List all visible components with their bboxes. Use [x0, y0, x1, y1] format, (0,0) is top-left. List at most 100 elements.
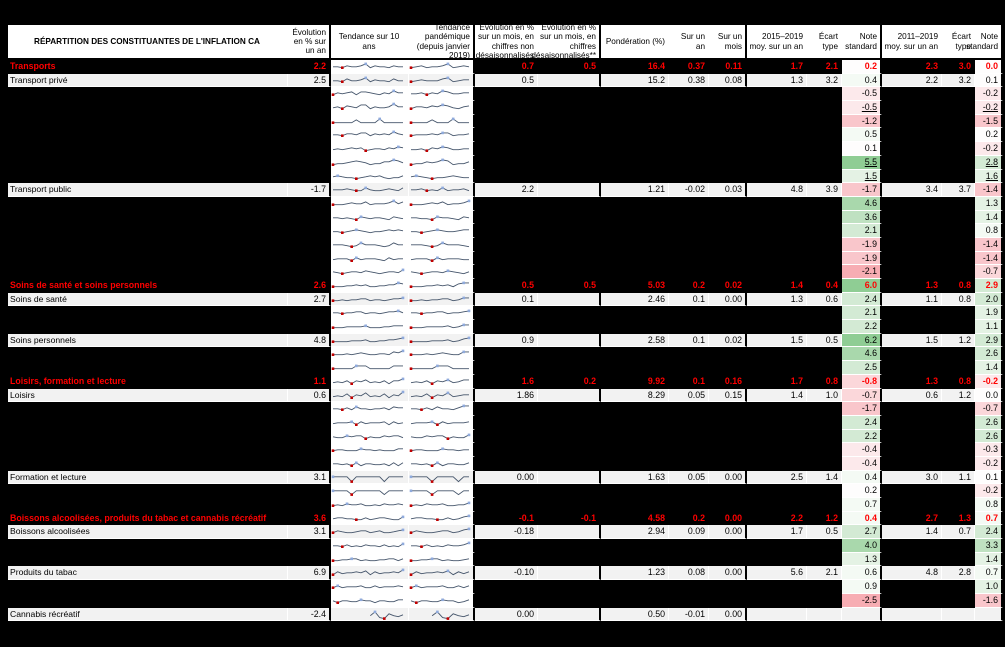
cell-s11[interactable]: [942, 456, 975, 471]
sparkline-pandemic[interactable]: [409, 552, 475, 567]
cell-note-standard[interactable]: 2.5: [842, 361, 882, 375]
cell-label[interactable]: Boissons alcoolisées: [8, 525, 288, 540]
cell-note-standard[interactable]: 0.8: [975, 498, 1003, 512]
cell-note-standard[interactable]: -1.4: [975, 237, 1003, 252]
cell-note-standard[interactable]: 0.0: [975, 60, 1003, 74]
cell-po[interactable]: [601, 539, 669, 553]
cell-a11[interactable]: [882, 224, 942, 238]
cell-mn[interactable]: [475, 443, 538, 457]
cell-m1[interactable]: [709, 402, 747, 416]
column-header-evo[interactable]: Évolution en % sur un an: [288, 25, 331, 58]
cell-note-standard[interactable]: -0.2: [975, 101, 1003, 115]
cell-mn[interactable]: -0.1: [475, 511, 538, 526]
cell-y1[interactable]: 0.09: [669, 525, 709, 540]
cell-note-standard[interactable]: 1.4: [975, 210, 1003, 225]
cell-s11[interactable]: 3.0: [942, 60, 975, 74]
sparkline-10yr[interactable]: [331, 114, 409, 129]
cell-label[interactable]: Transports: [8, 60, 288, 74]
cell-a11[interactable]: [882, 552, 942, 567]
cell-note-standard[interactable]: 0.9: [842, 580, 882, 594]
cell-m1[interactable]: [709, 484, 747, 498]
cell-a15[interactable]: [747, 196, 807, 211]
cell-a15[interactable]: 1.3: [747, 73, 807, 88]
cell-evo[interactable]: -2.4: [288, 607, 331, 622]
cell-po[interactable]: [601, 429, 669, 444]
cell-ms[interactable]: [538, 443, 601, 457]
sparkline-pandemic[interactable]: [409, 402, 475, 416]
sparkline-10yr[interactable]: [331, 607, 409, 622]
cell-note-standard[interactable]: [842, 607, 882, 622]
cell-ms[interactable]: [538, 237, 601, 252]
cell-s15[interactable]: 1.0: [807, 388, 842, 403]
cell-note-standard[interactable]: -0.2: [975, 142, 1003, 156]
cell-s11[interactable]: [942, 155, 975, 170]
cell-y1[interactable]: [669, 320, 709, 334]
sparkline-pandemic[interactable]: [409, 415, 475, 430]
cell-a15[interactable]: 1.4: [747, 279, 807, 293]
cell-label[interactable]: [8, 552, 288, 567]
cell-m1[interactable]: [709, 429, 747, 444]
cell-s15[interactable]: [807, 155, 842, 170]
cell-m1[interactable]: [709, 169, 747, 184]
sparkline-10yr[interactable]: [331, 101, 409, 115]
cell-a11[interactable]: [882, 361, 942, 375]
cell-label[interactable]: [8, 142, 288, 156]
cell-m1[interactable]: [709, 101, 747, 115]
cell-a15[interactable]: 2.2: [747, 511, 807, 526]
cell-note-standard[interactable]: 0.7: [975, 566, 1003, 581]
sparkline-10yr[interactable]: [331, 484, 409, 498]
cell-label[interactable]: [8, 224, 288, 238]
cell-ms[interactable]: [538, 498, 601, 512]
cell-mn[interactable]: 0.7: [475, 60, 538, 74]
cell-po[interactable]: 1.23: [601, 566, 669, 581]
cell-label[interactable]: [8, 402, 288, 416]
cell-evo[interactable]: 3.6: [288, 511, 331, 526]
cell-y1[interactable]: 0.08: [669, 566, 709, 581]
cell-po[interactable]: 16.4: [601, 60, 669, 74]
cell-m1[interactable]: [709, 87, 747, 102]
sparkline-10yr[interactable]: [331, 511, 409, 526]
sparkline-10yr[interactable]: [331, 169, 409, 184]
cell-note-standard[interactable]: 0.4: [842, 73, 882, 88]
cell-note-standard[interactable]: -0.7: [975, 402, 1003, 416]
cell-a11[interactable]: 1.3: [882, 374, 942, 389]
cell-label[interactable]: [8, 443, 288, 457]
cell-y1[interactable]: [669, 539, 709, 553]
cell-label[interactable]: [8, 593, 288, 608]
cell-a15[interactable]: [747, 306, 807, 321]
sparkline-10yr[interactable]: [331, 443, 409, 457]
cell-label[interactable]: [8, 210, 288, 225]
column-header-a15[interactable]: 2015–2019 moy. sur un an: [747, 25, 807, 58]
cell-a11[interactable]: 1.5: [882, 333, 942, 348]
sparkline-pandemic[interactable]: [409, 566, 475, 581]
cell-y1[interactable]: [669, 251, 709, 266]
cell-a11[interactable]: [882, 210, 942, 225]
cell-s15[interactable]: [807, 552, 842, 567]
sparkline-pandemic[interactable]: [409, 73, 475, 88]
sparkline-10yr[interactable]: [331, 183, 409, 197]
cell-m1[interactable]: 0.00: [709, 607, 747, 622]
cell-s15[interactable]: [807, 498, 842, 512]
cell-note-standard[interactable]: 0.1: [842, 142, 882, 156]
cell-a11[interactable]: 1.4: [882, 525, 942, 540]
cell-note-standard[interactable]: 1.1: [975, 320, 1003, 334]
sparkline-10yr[interactable]: [331, 265, 409, 279]
cell-po[interactable]: [601, 265, 669, 279]
cell-label[interactable]: [8, 498, 288, 512]
cell-ms[interactable]: [538, 607, 601, 622]
cell-mn[interactable]: 2.2: [475, 183, 538, 197]
cell-label[interactable]: Soins de santé et soins personnels: [8, 279, 288, 293]
cell-note-standard[interactable]: 0.6: [842, 566, 882, 581]
cell-ms[interactable]: [538, 347, 601, 362]
cell-mn[interactable]: [475, 114, 538, 129]
cell-ms[interactable]: [538, 73, 601, 88]
cell-s11[interactable]: 3.2: [942, 73, 975, 88]
sparkline-10yr[interactable]: [331, 333, 409, 348]
cell-po[interactable]: [601, 142, 669, 156]
cell-a11[interactable]: 1.3: [882, 279, 942, 293]
cell-evo[interactable]: [288, 87, 331, 102]
cell-a15[interactable]: [747, 429, 807, 444]
cell-m1[interactable]: [709, 320, 747, 334]
sparkline-pandemic[interactable]: [409, 155, 475, 170]
cell-po[interactable]: [601, 155, 669, 170]
